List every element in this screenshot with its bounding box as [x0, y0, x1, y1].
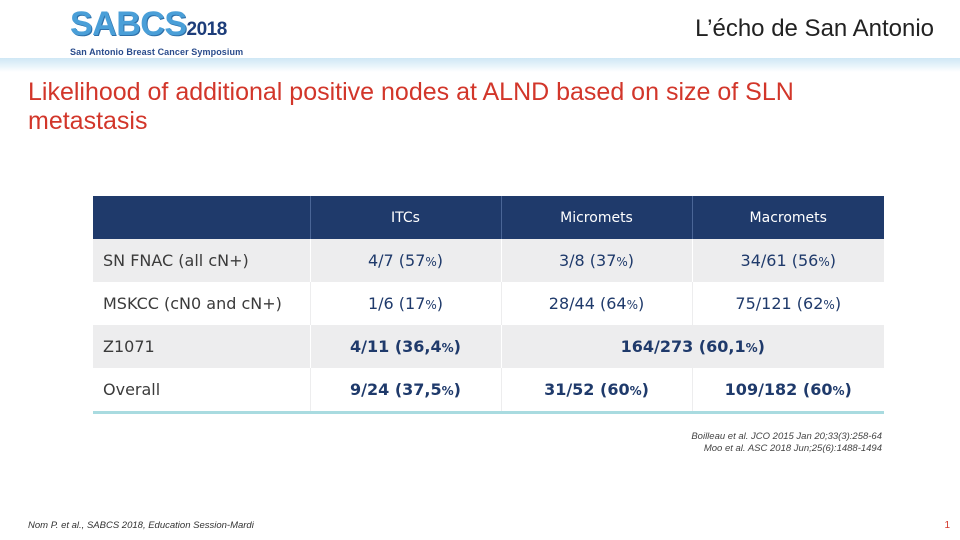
header-band [0, 58, 960, 72]
logo-subtitle: San Antonio Breast Cancer Symposium [70, 47, 244, 57]
header-title: L’écho de San Antonio [695, 15, 934, 42]
cell-macro: 75/121 (62%) [691, 282, 884, 325]
table-row: MSKCC (cN0 and cN+) 1/6 (17%) 28/44 (64%… [93, 282, 884, 325]
slide-title: Likelihood of additional positive nodes … [28, 78, 794, 135]
column-header-empty [93, 196, 310, 239]
cell-micro: 31/52 (60%) [500, 368, 692, 414]
column-header-micromets: Micromets [500, 196, 692, 239]
column-header-macromets: Macromets [691, 196, 884, 239]
row-label: MSKCC (cN0 and cN+) [93, 282, 310, 325]
cell-macro: 109/182 (60%) [691, 368, 884, 414]
table-row: Z1071 4/11 (36,4%) 164/273 (60,1%) [93, 325, 884, 368]
reference-item: Moo et al. ASC 2018 Jun;25(6):1488-1494 [703, 443, 882, 454]
cell-itc: 4/7 (57%) [309, 239, 501, 282]
table-header-row: ITCs Micromets Macromets [93, 196, 884, 239]
slide-header: SABCS2018 San Antonio Breast Cancer Symp… [0, 0, 960, 64]
reference-item: Boilleau et al. JCO 2015 Jan 20;33(3):25… [691, 431, 882, 442]
page-number: 1 [944, 520, 950, 531]
cell-micro: 28/44 (64%) [500, 282, 692, 325]
cell-itc: 9/24 (37,5%) [309, 368, 501, 414]
sabcs-logo: SABCS2018 San Antonio Breast Cancer Symp… [70, 7, 243, 57]
logo-main-text: SABCS [70, 5, 187, 43]
references: Boilleau et al. JCO 2015 Jan 20;33(3):25… [691, 431, 882, 455]
table-row: SN FNAC (all cN+) 4/7 (57%) 3/8 (37%) 34… [93, 239, 884, 282]
results-table: ITCs Micromets Macromets SN FNAC (all cN… [93, 196, 884, 414]
column-header-itcs: ITCs [309, 196, 501, 239]
row-label: SN FNAC (all cN+) [93, 239, 310, 282]
logo-year: 2018 [186, 19, 228, 40]
row-label: Z1071 [93, 325, 310, 368]
cell-itc: 4/11 (36,4%) [309, 325, 501, 368]
cell-itc: 1/6 (17%) [309, 282, 501, 325]
cell-micro: 3/8 (37%) [500, 239, 692, 282]
row-label: Overall [93, 368, 310, 414]
footer-note: Nom P. et al., SABCS 2018, Education Ses… [28, 520, 254, 531]
cell-micro-macro-combined: 164/273 (60,1%) [500, 325, 884, 368]
cell-macro: 34/61 (56%) [691, 239, 884, 282]
table-row: Overall 9/24 (37,5%) 31/52 (60%) 109/182… [93, 368, 884, 414]
